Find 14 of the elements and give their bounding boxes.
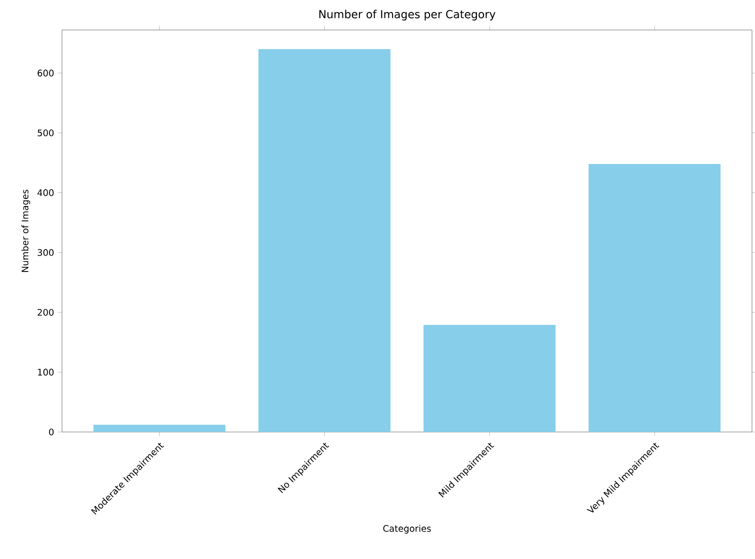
bar — [93, 424, 226, 432]
y-axis-title: Number of Images — [21, 190, 30, 272]
bar — [588, 164, 721, 432]
y-tick-label: 200 — [38, 308, 54, 316]
y-tick-label: 500 — [38, 129, 54, 136]
chart-title: Number of Images per Category — [319, 10, 496, 20]
y-tick-label: 400 — [37, 189, 54, 196]
bar — [424, 324, 556, 432]
x-axis-title: Categories — [383, 524, 431, 534]
y-tick-label: 100 — [38, 368, 54, 376]
y-tick-label: 300 — [38, 249, 54, 256]
y-tick-label: 0 — [49, 428, 54, 436]
y-tick-label: 600 — [38, 70, 54, 76]
bar — [258, 49, 390, 432]
